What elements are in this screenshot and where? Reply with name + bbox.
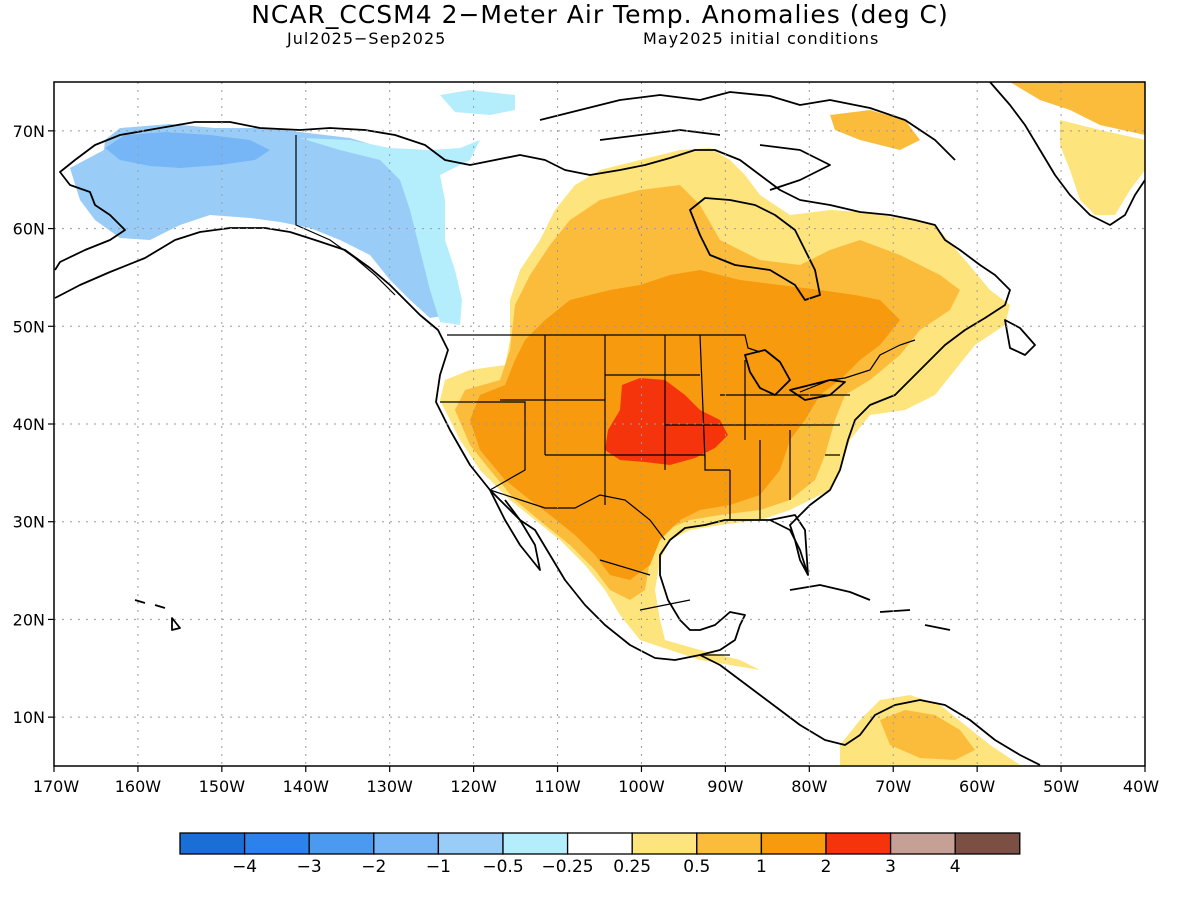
alaska-cold-anomaly-region (70, 124, 450, 318)
legend-swatch (243, 832, 310, 855)
venezuela-moderate-warm-region (880, 710, 975, 760)
latitude-label: 10N (13, 708, 45, 727)
longitude-label: 80W (791, 777, 827, 796)
longitude-label: 150W (199, 777, 246, 796)
longitude-label: 170W (33, 777, 80, 796)
legend-swatch (502, 832, 569, 855)
legend-swatch (631, 832, 698, 855)
legend-swatch (179, 832, 246, 855)
legend-label: 1 (756, 857, 767, 877)
alaska-canada-border (295, 135, 396, 296)
latitude-label: 30N (13, 513, 45, 532)
baja-california (489, 489, 541, 571)
latitude-labels: 10N 20N 30N 40N 50N 60N 70N (13, 122, 45, 727)
hawaii-islands (134, 599, 181, 631)
map-title: NCAR_CCSM4 2−Meter Air Temp. Anomalies (… (251, 0, 949, 29)
legend-label: −3 (297, 857, 322, 877)
legend-label: −2 (361, 857, 386, 877)
latitude-label: 60N (13, 220, 45, 239)
latitude-label: 70N (13, 122, 45, 141)
political-boundaries (295, 135, 916, 656)
alaska-strong-cold-region (105, 132, 270, 168)
legend-label: −0.5 (482, 857, 523, 877)
florida-coastline (769, 519, 809, 576)
legend-swatch (760, 832, 827, 855)
color-legend: −4 −3 −2 −1 −0.5 −0.25 0.25 0.5 1 2 3 4 (179, 832, 1021, 877)
legend-label: −0.25 (542, 857, 594, 877)
longitude-label: 140W (283, 777, 330, 796)
latitude-label: 20N (13, 610, 45, 629)
arctic-archipelago (539, 91, 956, 191)
coastlines (54, 82, 1145, 766)
central-america-coastline (699, 654, 1041, 766)
north-america-coastline (54, 121, 1011, 661)
longitude-label: 50W (1043, 777, 1079, 796)
legend-swatch (373, 832, 440, 855)
legend-label: −4 (232, 857, 257, 877)
legend-label: −1 (426, 857, 451, 877)
legend-swatch (954, 832, 1021, 855)
legend-label: 0.5 (683, 857, 710, 877)
longitude-label: 120W (450, 777, 497, 796)
legend-label: 2 (821, 857, 832, 877)
legend-swatch (696, 832, 763, 855)
greenland-moderate-warm-region (1010, 82, 1145, 135)
yukon-weak-cold-region (300, 138, 480, 325)
longitude-label: 160W (115, 777, 162, 796)
greenland-weak-warm-region (1060, 120, 1145, 215)
latitude-label: 40N (13, 415, 45, 434)
axis-ticks (48, 130, 1146, 772)
initial-conditions: May2025 initial conditions (643, 29, 880, 48)
legend-swatch (825, 832, 892, 855)
us-mexico-border (489, 489, 666, 541)
legend-swatch (889, 832, 956, 855)
legend-label: 3 (885, 857, 896, 877)
longitude-label: 90W (707, 777, 743, 796)
longitude-label: 130W (367, 777, 414, 796)
longitude-labels: 170W 160W 150W 140W 130W 120W 110W 100W 90W 80W 70… (33, 777, 1159, 796)
forecast-period: Jul2025−Sep2025 (287, 29, 447, 48)
longitude-label: 40W (1123, 777, 1159, 796)
central-plains-very-strong-warm-region (605, 378, 728, 465)
mexico-state-lines (599, 559, 730, 656)
newfoundland (1004, 319, 1036, 356)
longitude-label: 110W (534, 777, 581, 796)
lat-lon-grid (54, 82, 1145, 766)
legend-label: 4 (950, 857, 961, 877)
legend-swatch (437, 832, 504, 855)
latitude-label: 50N (13, 317, 45, 336)
great-lakes (744, 349, 846, 401)
legend-swatch (566, 832, 633, 855)
longitude-label: 100W (618, 777, 665, 796)
greenland-coastline (989, 82, 1145, 226)
us-state-lines (440, 334, 850, 520)
longitude-label: 60W (959, 777, 995, 796)
beaufort-weak-cold-region (440, 90, 515, 115)
longitude-label: 70W (875, 777, 911, 796)
cuba-and-caribbean (789, 584, 951, 631)
legend-label: 0.25 (613, 857, 651, 877)
us-canada-border (447, 334, 916, 393)
legend-swatch (308, 832, 375, 855)
arctic-islands-warm-region (830, 110, 920, 150)
hudson-bay-coastline (689, 197, 821, 301)
